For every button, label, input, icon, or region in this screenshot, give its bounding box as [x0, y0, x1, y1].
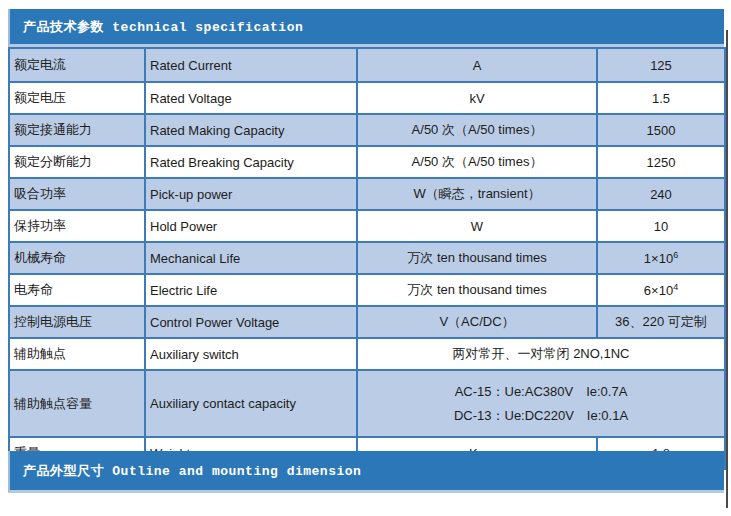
param-unit: kV	[357, 82, 597, 114]
param-name-en: Auxiliary switch	[145, 338, 357, 370]
param-unit: V（AC/DC）	[357, 306, 597, 338]
param-value-text: 1.5	[652, 91, 670, 106]
table-row: 额定接通能力Rated Making CapacityA/50 次（A/50 t…	[9, 114, 725, 146]
table-row: 电寿命Electric Life万次 ten thousand times6×1…	[9, 274, 725, 306]
spec-title-bar: 产品技术参数 technical specification	[8, 9, 724, 47]
param-name-cn: 辅助触点容量	[9, 370, 145, 437]
param-unit: A/50 次（A/50 times）	[357, 146, 597, 178]
param-unit: W	[357, 210, 597, 242]
param-value-text: 125	[650, 58, 672, 73]
table-row: 控制电源电压Control Power VoltageV（AC/DC） 36、22…	[9, 306, 725, 338]
param-name-cn: 额定电压	[9, 82, 145, 114]
param-unit: A	[357, 48, 597, 82]
table-row: 额定电压Rated VoltagekV 1.5	[9, 82, 725, 114]
param-name-cn: 吸合功率	[9, 178, 145, 210]
spec-title-text: 产品技术参数 technical specification	[23, 18, 303, 36]
param-value: 240	[597, 178, 725, 210]
table-row: 额定电流Rated CurrentA 125	[9, 48, 725, 82]
param-unit: A/50 次（A/50 times）	[357, 114, 597, 146]
spec-table: 额定电流Rated CurrentA 125 额定电压Rated VoltagekV…	[8, 47, 726, 470]
param-name-cn: 电寿命	[9, 274, 145, 306]
param-name-en: Pick-up power	[145, 178, 357, 210]
page-edge-shadow	[726, 30, 728, 508]
param-name-en: Mechanical Life	[145, 242, 357, 274]
param-value-text: 6×10	[644, 283, 673, 298]
param-value-text: 36、220 可定制	[615, 314, 707, 329]
param-value: 1250	[597, 146, 725, 178]
param-name-en: Electric Life	[145, 274, 357, 306]
param-unit: 万次 ten thousand times	[357, 274, 597, 306]
param-name-en: Hold Power	[145, 210, 357, 242]
table-row: 吸合功率Pick-up powerW（瞬态，transient） 240	[9, 178, 725, 210]
outline-section-text: 产品外型尺寸 Outline and mounting dimension	[23, 462, 361, 480]
spec-sheet-page: 产品技术参数 technical specification 额定电流Rated…	[0, 0, 731, 516]
param-name-en: Rated Breaking Capacity	[145, 146, 357, 178]
table-row: 额定分断能力Rated Breaking CapacityA/50 次（A/50…	[9, 146, 725, 178]
param-name-cn: 额定分断能力	[9, 146, 145, 178]
param-value-merged: AC-15：Ue:AC380V Ie:0.7A DC-13：Ue:DC220V I…	[357, 370, 725, 437]
param-name-cn: 保持功率	[9, 210, 145, 242]
param-value-text: 1500	[647, 123, 676, 138]
param-name-cn: 机械寿命	[9, 242, 145, 274]
merged-line: DC-13：Ue:DC220V Ie:0.1A	[362, 407, 720, 425]
param-name-en: Control Power Voltage	[145, 306, 357, 338]
param-name-en: Auxiliary contact capacity	[145, 370, 357, 437]
spec-table-body: 额定电流Rated CurrentA 125 额定电压Rated VoltagekV…	[9, 48, 725, 469]
merged-line: AC-15：Ue:AC380V Ie:0.7A	[362, 383, 720, 401]
param-name-en: Rated Voltage	[145, 82, 357, 114]
param-value: 1500	[597, 114, 725, 146]
exponent: 6	[673, 249, 678, 259]
param-value: 1×106	[597, 242, 725, 274]
param-unit: W（瞬态，transient）	[357, 178, 597, 210]
param-value: 6×104	[597, 274, 725, 306]
outline-section-bar: 产品外型尺寸 Outline and mounting dimension	[8, 451, 724, 493]
exponent: 4	[673, 281, 678, 291]
table-row: 机械寿命Mechanical Life万次 ten thousand times…	[9, 242, 725, 274]
param-name-cn: 控制电源电压	[9, 306, 145, 338]
param-value: 125	[597, 48, 725, 82]
param-name-cn: 额定接通能力	[9, 114, 145, 146]
param-value-text: 240	[650, 187, 672, 202]
param-unit: 万次 ten thousand times	[357, 242, 597, 274]
param-value-text: 1×10	[644, 251, 673, 266]
param-value: 36、220 可定制	[597, 306, 725, 338]
param-name-en: Rated Making Capacity	[145, 114, 357, 146]
table-row: 保持功率Hold PowerW 10	[9, 210, 725, 242]
param-name-cn: 辅助触点	[9, 338, 145, 370]
table-row: 辅助触点容量Auxiliary contact capacityAC-15：Ue…	[9, 370, 725, 437]
param-value-text: 1250	[647, 155, 676, 170]
param-name-en: Rated Current	[145, 48, 357, 82]
param-value-text: 10	[654, 219, 668, 234]
table-row: 辅助触点Auxiliary switch两对常开、一对常闭 2NO,1NC	[9, 338, 725, 370]
param-value: 10	[597, 210, 725, 242]
param-value: 1.5	[597, 82, 725, 114]
param-value-merged: 两对常开、一对常闭 2NO,1NC	[357, 338, 725, 370]
param-name-cn: 额定电流	[9, 48, 145, 82]
